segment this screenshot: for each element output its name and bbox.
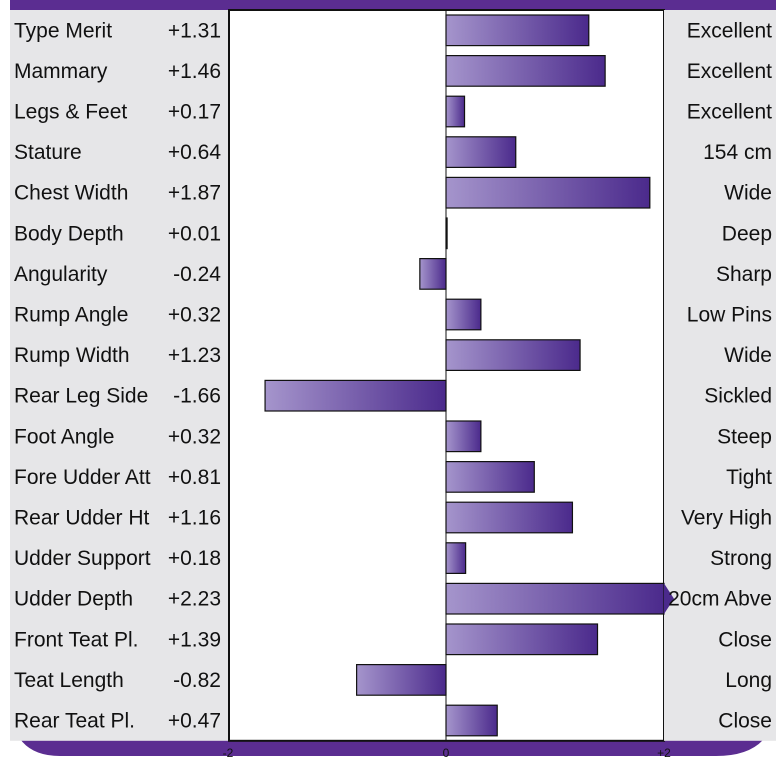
- bar: [445, 623, 599, 656]
- trait-value: +1.46: [168, 60, 221, 83]
- trait-label: Teat Length: [14, 669, 124, 692]
- bar: [445, 95, 466, 128]
- trait-label: Fore Udder Att: [14, 466, 151, 489]
- axis-tick-label: 0: [443, 746, 450, 760]
- trait-label: Rear Udder Ht: [14, 507, 150, 530]
- bar: [445, 14, 590, 47]
- trait-label: Udder Support: [14, 547, 151, 570]
- trait-label: Rear Teat Pl.: [14, 710, 135, 733]
- bar: [445, 298, 482, 331]
- trait-descriptor: Deep: [722, 222, 772, 245]
- trait-label: Rear Leg Side: [14, 385, 148, 408]
- trait-descriptor: Excellent: [687, 19, 772, 42]
- trait-value: +0.17: [168, 101, 221, 124]
- trait-descriptor: Strong: [710, 547, 772, 570]
- trait-descriptor: Sharp: [716, 263, 772, 286]
- trait-value: +0.81: [168, 466, 221, 489]
- trait-label: Angularity: [14, 263, 108, 286]
- bar: [445, 501, 574, 534]
- trait-value: +1.31: [168, 19, 221, 42]
- trait-label: Foot Angle: [14, 425, 114, 448]
- trait-descriptor: Very High: [681, 507, 772, 530]
- trait-descriptor: Close: [718, 710, 772, 733]
- bar: [445, 582, 665, 615]
- trait-value: +0.64: [168, 141, 221, 164]
- trait-descriptor: Close: [718, 628, 772, 651]
- trait-descriptor: Tight: [726, 466, 772, 489]
- trait-value: +1.16: [168, 507, 221, 530]
- overflow-arrow: [664, 583, 674, 614]
- bar: [356, 663, 447, 696]
- bar: [445, 461, 535, 493]
- bar: [419, 258, 447, 290]
- trait-label: Front Teat Pl.: [14, 628, 139, 651]
- trait-value: +1.87: [168, 182, 221, 205]
- trait-label: Udder Depth: [14, 588, 133, 611]
- trait-descriptor: Wide: [724, 344, 772, 367]
- trait-value: +0.18: [168, 547, 221, 570]
- axis-tick-label: -2: [223, 746, 234, 760]
- trait-descriptor: 20cm Abve: [668, 588, 772, 611]
- trait-value: +2.23: [168, 588, 221, 611]
- bar: [445, 176, 651, 209]
- left-label-panel: [10, 10, 229, 741]
- trait-descriptor: Excellent: [687, 60, 772, 83]
- trait-descriptor: Long: [725, 669, 772, 692]
- bar: [445, 54, 606, 87]
- trait-descriptor: Wide: [724, 182, 772, 205]
- trait-label: Type Merit: [14, 19, 112, 42]
- trait-label: Stature: [14, 141, 82, 164]
- trait-value: -1.66: [173, 385, 221, 408]
- trait-descriptor: Steep: [717, 425, 772, 448]
- trait-value: -0.24: [173, 263, 221, 286]
- bar: [445, 136, 517, 169]
- trait-label: Rump Angle: [14, 304, 128, 327]
- trait-value: +0.47: [168, 710, 221, 733]
- labels-group: Type Merit +1.31 Excellent Mammary +1.46 Exce…: [14, 19, 772, 732]
- trait-value: +0.01: [168, 222, 221, 245]
- trait-value: -0.82: [173, 669, 221, 692]
- right-label-panel: [664, 10, 776, 741]
- bars-group: [264, 14, 674, 737]
- bar: [445, 542, 467, 574]
- trait-value: +0.32: [168, 304, 221, 327]
- trait-descriptor: 154 cm: [703, 141, 772, 164]
- trait-label: Body Depth: [14, 222, 124, 245]
- trait-value: +1.39: [168, 628, 221, 651]
- bar: [445, 339, 581, 371]
- trait-descriptor: Excellent: [687, 101, 772, 124]
- trait-descriptor: Sickled: [704, 385, 772, 408]
- bar: [445, 704, 498, 737]
- bar: [445, 420, 482, 453]
- trait-label: Chest Width: [14, 182, 128, 205]
- trait-label: Mammary: [14, 60, 108, 83]
- trait-label: Legs & Feet: [14, 101, 127, 124]
- trait-label: Rump Width: [14, 344, 130, 367]
- trait-value: +1.23: [168, 344, 221, 367]
- trait-descriptor: Low Pins: [687, 304, 772, 327]
- axis-ticks-group: -2 0 +2: [223, 746, 672, 760]
- trait-value: +0.32: [168, 425, 221, 448]
- bar: [264, 379, 447, 412]
- axis-tick-label: +2: [657, 746, 671, 760]
